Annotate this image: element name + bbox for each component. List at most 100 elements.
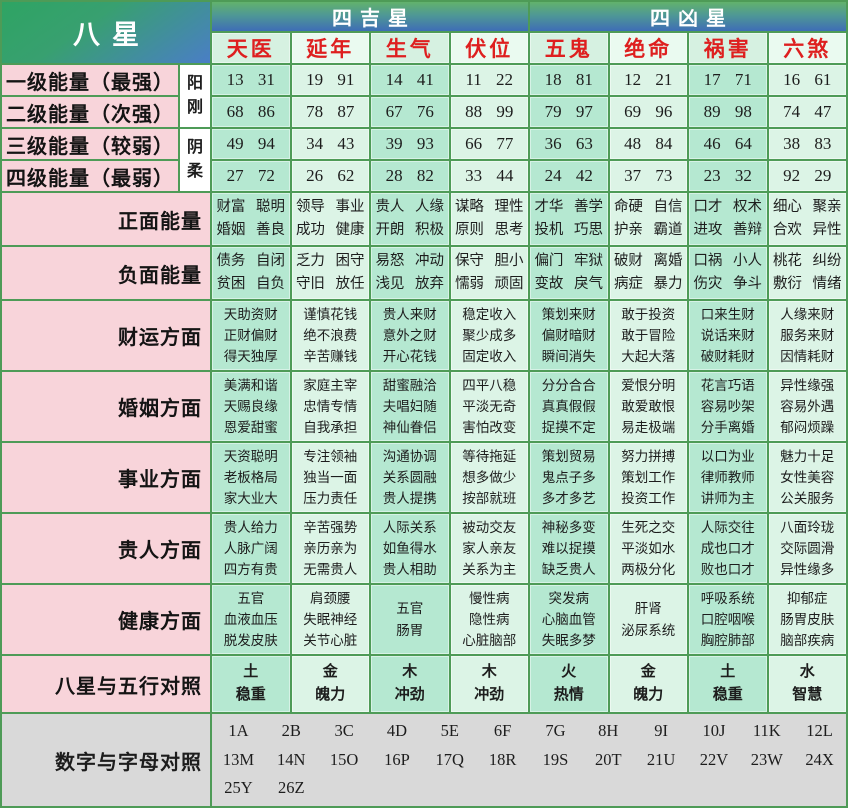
letter-pair: 18R bbox=[488, 749, 517, 769]
aspect-cell-line: 木 bbox=[481, 663, 497, 680]
aspect-cell-line: 领导 事业 bbox=[295, 198, 365, 215]
energy-value-cell: 89 98 bbox=[687, 95, 769, 129]
aspect-cell-line: 开朗 积极 bbox=[375, 222, 445, 238]
aspect-cell-line: 两极分化 bbox=[621, 562, 676, 578]
aspect-row: 婚姻方面 美满和谐 天赐良缘 恩爱甜蜜 家庭主宰 忠情专情 自我承担 甜蜜融洽 夫唱妇随 神仙眷侣… bbox=[0, 370, 848, 443]
aspect-row-label: 正面能量 bbox=[0, 191, 212, 247]
letter-pair: 8H bbox=[598, 721, 619, 741]
aspect-row: 事业方面 天资聪明 老板格局 家大业大 专注领袖 独当一面 压力责任 沟通协调 关系圆融 贵人提携… bbox=[0, 441, 848, 514]
aspect-cell-line: 魄力 bbox=[633, 687, 664, 703]
aspect-cell: 五官 肠胃 bbox=[369, 583, 451, 656]
aspect-cell: 土稳重 bbox=[210, 654, 292, 714]
energy-level-label: 三级能量（较弱） bbox=[0, 127, 180, 161]
star-header-7: 祸害 bbox=[687, 31, 769, 65]
aspect-cell-line: 多才多艺 bbox=[541, 491, 596, 507]
aspect-cell-line: 原则 思考 bbox=[454, 222, 524, 238]
aspect-cell-line: 投机 巧思 bbox=[534, 222, 604, 238]
aspect-cell-line: 稳定收入 bbox=[462, 306, 517, 322]
aspect-cell-line: 智慧 bbox=[792, 687, 823, 703]
aspect-cell: 敢于投资 敢于冒险 大起大落 bbox=[607, 299, 689, 372]
energy-row-4: 四级能量（最弱） 27 72 26 62 28 82 33 44 24 42 37 73 23… bbox=[0, 159, 848, 193]
aspect-cell-line: 忠情专情 bbox=[303, 398, 358, 414]
aspect-cell-line: 敢于冒险 bbox=[621, 327, 676, 343]
aspect-cell-line: 老板格局 bbox=[223, 469, 278, 485]
aspect-cell-line: 乏力 困守 bbox=[295, 252, 365, 269]
aspect-cell-line: 细心 聚亲 bbox=[772, 198, 842, 215]
aspect-cell-line: 甜蜜融洽 bbox=[382, 377, 437, 393]
energy-value-cell: 17 71 bbox=[687, 63, 769, 97]
aspect-cell: 保守 胆小 懦弱 顽固 bbox=[448, 245, 530, 301]
letter-pair: 9I bbox=[654, 721, 668, 741]
energy-value-cell: 37 73 bbox=[607, 159, 689, 193]
aspect-cell-line: 被动交友 bbox=[462, 519, 517, 535]
aspect-cell: 抑郁症 肠胃皮肤 脑部疾病 bbox=[766, 583, 848, 656]
star-header-1: 天医 bbox=[210, 31, 292, 65]
aspect-cell: 谨慎花钱 绝不浪费 辛苦赚钱 bbox=[289, 299, 371, 372]
aspect-cell-line: 如鱼得水 bbox=[382, 540, 437, 556]
aspect-cell-line: 懦弱 顽固 bbox=[454, 276, 524, 292]
energy-value-cell: 36 63 bbox=[528, 127, 610, 161]
aspect-cell-line: 冲劲 bbox=[394, 687, 425, 703]
aspect-row-label: 健康方面 bbox=[0, 583, 212, 656]
letter-pair: 19S bbox=[542, 749, 569, 769]
aspect-cell: 沟通协调 关系圆融 贵人提携 bbox=[369, 441, 451, 514]
aspect-cell-line: 金 bbox=[322, 663, 338, 680]
aspect-cell-line: 说话来财 bbox=[700, 327, 755, 343]
aspect-cell: 天资聪明 老板格局 家大业大 bbox=[210, 441, 292, 514]
energy-value-cell: 74 47 bbox=[766, 95, 848, 129]
aspect-cell: 异性缘强 容易外遇 郁闷烦躁 bbox=[766, 370, 848, 443]
aspect-cell: 花言巧语 容易吵架 分手离婚 bbox=[687, 370, 769, 443]
aspect-cell-line: 金 bbox=[640, 663, 656, 680]
aspect-cell-line: 浅见 放弃 bbox=[375, 276, 445, 292]
aspect-cell-line: 专注领袖 bbox=[303, 448, 358, 464]
aspect-cell: 乏力 困守 守旧 放任 bbox=[289, 245, 371, 301]
aspect-cell: 人缘来财 服务来财 因情耗财 bbox=[766, 299, 848, 372]
aspect-cell-line: 护亲 霸道 bbox=[613, 222, 683, 238]
aspect-cell-line: 心脑血管 bbox=[541, 611, 596, 627]
energy-value-cell: 23 32 bbox=[687, 159, 769, 193]
aspect-cell: 债务 自闭 贫困 自负 bbox=[210, 245, 292, 301]
letter-pair: 22V bbox=[699, 749, 729, 769]
aspect-cell-line: 败也口才 bbox=[700, 562, 755, 578]
energy-value-cell: 67 76 bbox=[369, 95, 451, 129]
aspect-cell-line: 正财偏财 bbox=[223, 327, 278, 343]
aspect-cell-line: 异性缘多 bbox=[780, 562, 835, 578]
aspect-cell-line: 病症 暴力 bbox=[613, 276, 683, 292]
aspect-cell: 木冲劲 bbox=[448, 654, 530, 714]
energy-value-cell: 19 91 bbox=[289, 63, 371, 97]
aspect-cell-line: 压力责任 bbox=[303, 491, 358, 507]
letters-line: 25Y 26Z bbox=[213, 774, 845, 802]
aspect-cell-line: 讲师为主 bbox=[700, 491, 755, 507]
aspect-cell-line: 难以捉摸 bbox=[541, 540, 596, 556]
aspect-cell-line: 无需贵人 bbox=[303, 562, 358, 578]
aspect-cell-line: 失眠神经 bbox=[303, 611, 358, 627]
aspect-cell: 领导 事业 成功 健康 bbox=[289, 191, 371, 247]
aspect-cell-line: 害怕改变 bbox=[462, 420, 517, 436]
energy-value-cell: 16 61 bbox=[766, 63, 848, 97]
aspect-cell-line: 隐性病 bbox=[469, 611, 510, 627]
aspect-cell-line: 关系为主 bbox=[462, 562, 517, 578]
letter-pair: 11K bbox=[752, 721, 781, 741]
aspect-row: 正面能量 财富 聪明 婚姻 善良 领导 事业 成功 健康 贵人 人缘 开朗 积极 谋略 理性原… bbox=[0, 191, 848, 247]
aspect-row-label: 婚姻方面 bbox=[0, 370, 212, 443]
aspect-cell-line: 神仙眷侣 bbox=[382, 420, 437, 436]
aspect-cell: 贵人 人缘开朗 积极 bbox=[369, 191, 451, 247]
yin-yang-label: 阴柔 bbox=[178, 127, 212, 193]
aspect-cell-line: 胸腔肺部 bbox=[700, 633, 755, 649]
aspect-cell-line: 想多做少 bbox=[462, 469, 517, 485]
aspect-cell-line: 大起大落 bbox=[621, 349, 676, 365]
aspect-cell-line: 火 bbox=[561, 663, 577, 680]
aspect-cell-line: 服务来财 bbox=[780, 327, 835, 343]
aspect-cell-line: 公关服务 bbox=[780, 491, 835, 507]
aspect-cell-line: 贵人 人缘 bbox=[375, 198, 445, 215]
energy-value-cell: 79 97 bbox=[528, 95, 610, 129]
aspect-cell-line: 命硬 自信 bbox=[613, 198, 683, 215]
aspect-cell-line: 人际关系 bbox=[382, 519, 437, 535]
aspect-cell-line: 成也口才 bbox=[700, 540, 755, 556]
energy-value-cell: 39 93 bbox=[369, 127, 451, 161]
aspect-cell-line: 分分合合 bbox=[541, 377, 596, 393]
aspect-cell: 木冲劲 bbox=[369, 654, 451, 714]
aspect-cell-line: 口祸 小人 bbox=[693, 252, 763, 269]
aspect-cell-line: 努力拼搏 bbox=[621, 448, 676, 464]
aspect-cell-line: 水 bbox=[799, 663, 815, 680]
